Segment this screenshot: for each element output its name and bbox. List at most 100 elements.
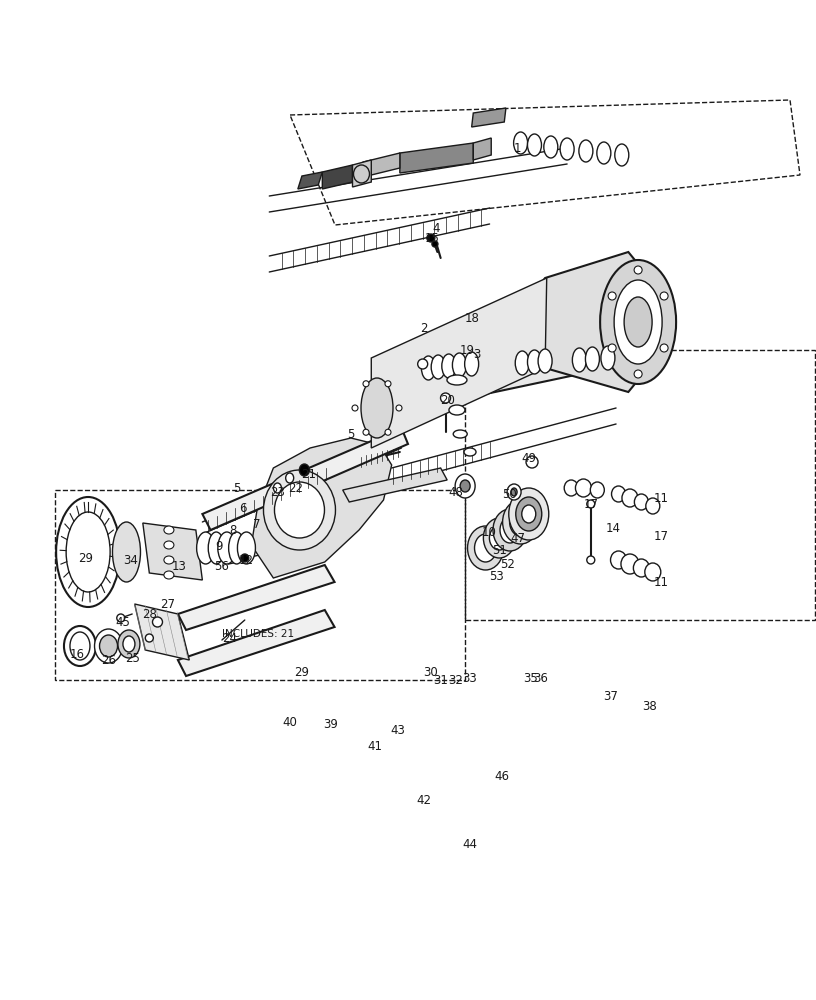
Ellipse shape — [611, 486, 626, 502]
Text: 19: 19 — [459, 344, 474, 357]
Text: 41: 41 — [368, 740, 383, 752]
Text: 20: 20 — [440, 393, 455, 406]
Text: 24: 24 — [222, 632, 237, 645]
Text: 11: 11 — [654, 491, 668, 504]
Ellipse shape — [515, 351, 530, 375]
Ellipse shape — [614, 280, 662, 364]
Ellipse shape — [113, 522, 140, 582]
Ellipse shape — [590, 482, 605, 498]
Ellipse shape — [363, 381, 369, 387]
Ellipse shape — [587, 500, 595, 508]
Ellipse shape — [610, 551, 627, 569]
Ellipse shape — [452, 353, 467, 377]
Ellipse shape — [396, 405, 402, 411]
Ellipse shape — [596, 142, 611, 164]
Text: 8: 8 — [228, 524, 237, 536]
Text: 38: 38 — [642, 700, 657, 712]
Text: 44: 44 — [463, 838, 477, 852]
Polygon shape — [371, 350, 575, 417]
Text: 27: 27 — [160, 597, 175, 610]
Ellipse shape — [510, 508, 531, 536]
Ellipse shape — [66, 512, 110, 592]
Text: 47: 47 — [511, 532, 526, 544]
Ellipse shape — [614, 144, 629, 166]
Ellipse shape — [507, 484, 521, 500]
Text: 16: 16 — [70, 648, 85, 660]
Ellipse shape — [56, 497, 120, 607]
Text: 12: 12 — [239, 554, 254, 566]
Ellipse shape — [516, 497, 542, 531]
Text: 15: 15 — [425, 232, 440, 244]
Ellipse shape — [164, 556, 174, 564]
Ellipse shape — [299, 464, 309, 476]
Ellipse shape — [490, 526, 509, 550]
Text: 37: 37 — [603, 690, 618, 702]
Ellipse shape — [493, 509, 527, 551]
Text: 17: 17 — [584, 497, 599, 510]
Ellipse shape — [645, 563, 661, 581]
Ellipse shape — [608, 344, 616, 352]
Ellipse shape — [274, 482, 325, 538]
Text: 29: 29 — [295, 666, 309, 678]
Ellipse shape — [600, 260, 676, 384]
Ellipse shape — [352, 405, 358, 411]
Ellipse shape — [575, 479, 592, 497]
Text: 26: 26 — [101, 654, 116, 666]
Text: 5: 5 — [347, 428, 355, 442]
Text: 48: 48 — [448, 486, 463, 498]
Ellipse shape — [431, 355, 446, 379]
Ellipse shape — [363, 429, 369, 435]
Ellipse shape — [511, 488, 517, 496]
Ellipse shape — [634, 370, 642, 378]
Ellipse shape — [117, 614, 125, 622]
Polygon shape — [178, 565, 335, 630]
Text: 13: 13 — [172, 560, 187, 572]
Polygon shape — [178, 610, 335, 676]
Ellipse shape — [543, 136, 558, 158]
Ellipse shape — [527, 350, 542, 374]
Polygon shape — [400, 143, 473, 173]
Polygon shape — [202, 428, 408, 530]
Ellipse shape — [153, 617, 162, 627]
Ellipse shape — [624, 297, 652, 347]
Ellipse shape — [634, 266, 642, 274]
Ellipse shape — [622, 489, 638, 507]
Ellipse shape — [164, 571, 174, 579]
Polygon shape — [353, 160, 371, 187]
Text: 31: 31 — [433, 674, 448, 686]
Ellipse shape — [601, 346, 615, 370]
Text: 18: 18 — [464, 312, 479, 324]
Ellipse shape — [468, 526, 503, 570]
Text: 23: 23 — [270, 486, 285, 498]
Text: 29: 29 — [78, 552, 93, 564]
Text: 5: 5 — [233, 482, 241, 494]
Text: 52: 52 — [500, 558, 515, 570]
Text: 42: 42 — [417, 794, 432, 806]
Text: 25: 25 — [125, 652, 140, 664]
Polygon shape — [322, 165, 353, 189]
Polygon shape — [530, 252, 643, 392]
Text: 39: 39 — [323, 718, 338, 730]
Text: 45: 45 — [115, 615, 130, 629]
Ellipse shape — [483, 518, 516, 558]
Polygon shape — [298, 172, 322, 189]
Ellipse shape — [441, 354, 456, 378]
Ellipse shape — [527, 134, 542, 156]
Ellipse shape — [208, 532, 224, 564]
Text: 17: 17 — [654, 530, 668, 542]
Text: 50: 50 — [502, 488, 517, 500]
Ellipse shape — [460, 480, 470, 492]
Polygon shape — [143, 523, 202, 580]
Text: 28: 28 — [142, 607, 157, 620]
Text: 53: 53 — [489, 570, 503, 582]
Polygon shape — [343, 468, 447, 502]
Ellipse shape — [538, 349, 552, 373]
Ellipse shape — [241, 554, 249, 562]
Ellipse shape — [273, 483, 282, 493]
Ellipse shape — [118, 630, 140, 658]
Text: 35: 35 — [523, 672, 538, 684]
Ellipse shape — [503, 500, 539, 544]
Ellipse shape — [475, 534, 496, 562]
Ellipse shape — [164, 541, 174, 549]
Ellipse shape — [464, 448, 476, 456]
